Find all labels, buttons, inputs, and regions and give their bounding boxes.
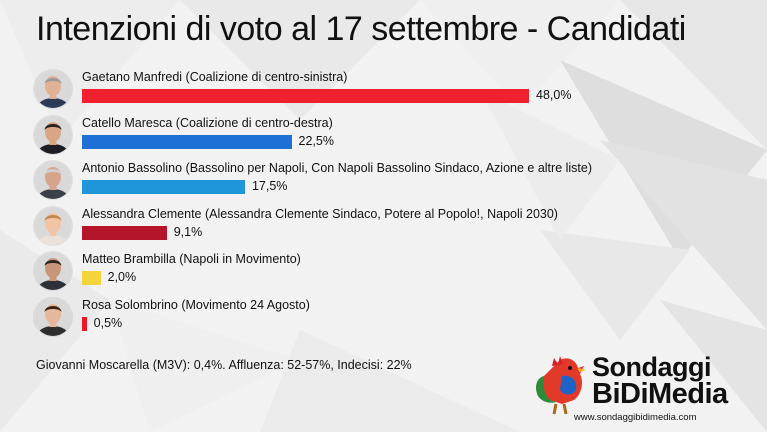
candidate-row: Rosa Solombrino (Movimento 24 Agosto) 0,5… [0, 297, 767, 342]
candidate-avatar [34, 161, 72, 199]
bar [82, 134, 292, 149]
logo: Sondaggi BiDiMedia www.sondaggibidimedia… [532, 352, 762, 428]
candidate-label: Alessandra Clemente (Alessandra Clemente… [82, 206, 558, 221]
bar [82, 225, 167, 240]
logo-text-line1: Sondaggi [592, 352, 712, 382]
candidate-row: Gaetano Manfredi (Coalizione di centro-s… [0, 70, 767, 114]
value-label: 48,0% [536, 88, 572, 102]
candidate-avatar [34, 70, 72, 108]
rooster-logo-icon [536, 356, 586, 415]
logo-url: www.sondaggibidimedia.com [574, 412, 697, 423]
value-label: 9,1% [173, 224, 203, 239]
candidate-row: Matteo Brambilla (Napoli in Movimento) 2,… [0, 252, 767, 296]
value-label: 17,5% [251, 179, 288, 193]
logo-text-line2: BiDiMedia [592, 378, 728, 410]
candidate-avatar [34, 206, 72, 245]
candidate-label: Antonio Bassolino (Bassolino per Napoli,… [82, 161, 593, 175]
bar [82, 316, 87, 331]
candidate-avatar [34, 115, 72, 154]
candidate-label: Gaetano Manfredi (Coalizione di centro-s… [82, 70, 348, 84]
bar [82, 89, 529, 103]
bar [82, 271, 101, 285]
value-label: 0,5% [93, 315, 123, 330]
candidate-row: Antonio Bassolino (Bassolino per Napoli,… [0, 161, 767, 205]
candidate-label: Rosa Solombrino (Movimento 24 Agosto) [82, 297, 310, 312]
candidate-label: Catello Maresca (Coalizione di centro-de… [82, 115, 333, 130]
bar [82, 180, 245, 194]
candidate-row: Alessandra Clemente (Alessandra Clemente… [0, 206, 767, 251]
candidate-row: Catello Maresca (Coalizione di centro-de… [0, 115, 767, 160]
value-label: 2,0% [107, 270, 137, 284]
candidate-label: Matteo Brambilla (Napoli in Movimento) [82, 252, 301, 266]
value-label: 22,5% [298, 133, 334, 148]
footnote: Giovanni Moscarella (M3V): 0,4%. Affluen… [36, 358, 412, 372]
candidate-avatar [34, 297, 72, 336]
chart-title: Intenzioni di voto al 17 settembre - Can… [36, 10, 686, 48]
candidate-avatar [34, 252, 72, 290]
